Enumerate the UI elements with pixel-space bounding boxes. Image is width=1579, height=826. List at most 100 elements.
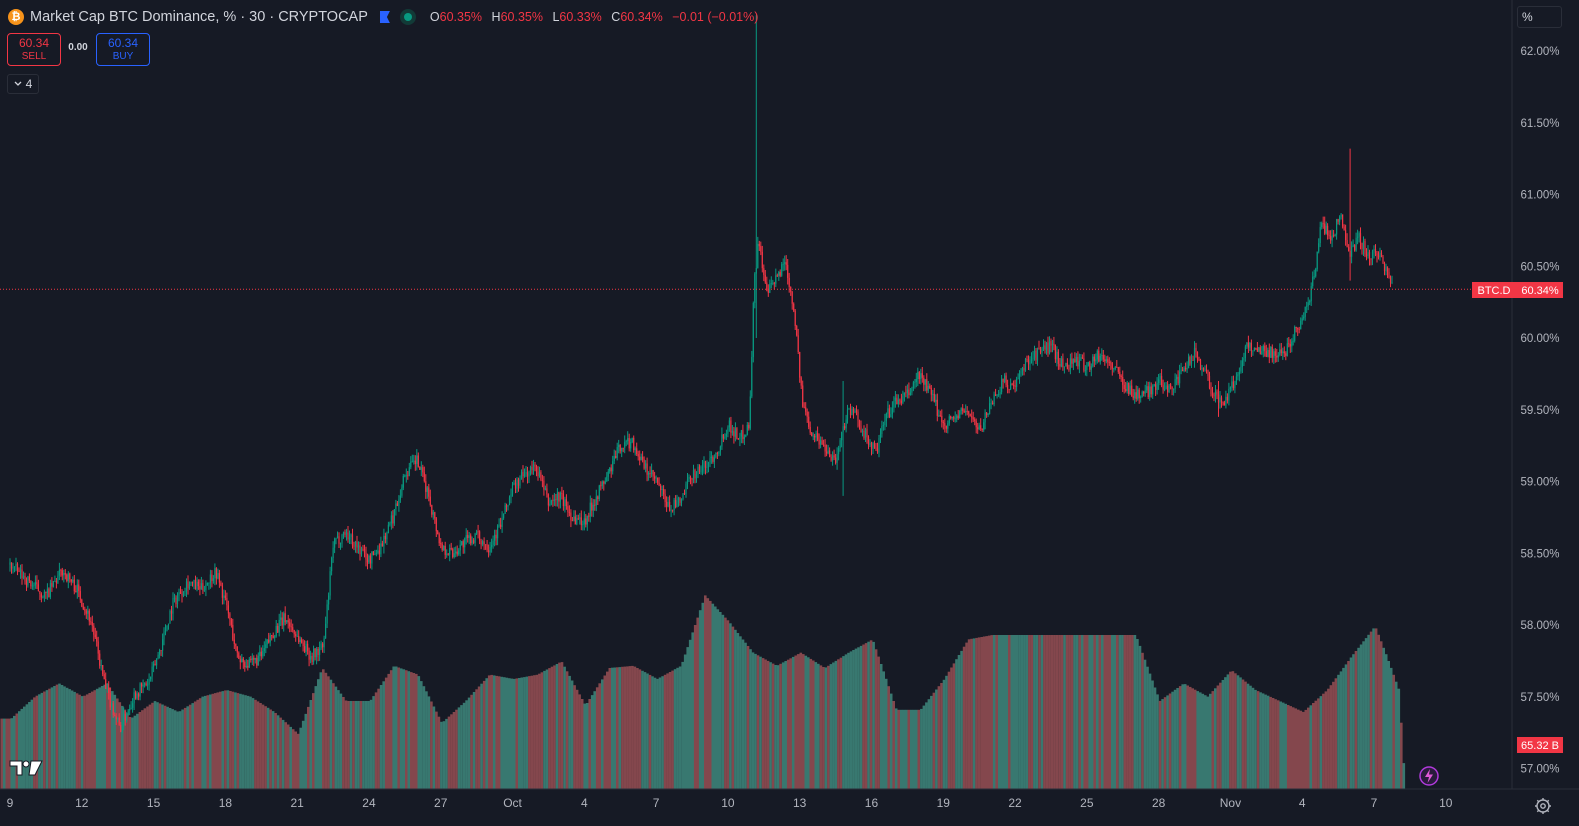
candle-body <box>540 472 542 480</box>
candle-body <box>325 623 327 639</box>
candle-body <box>924 379 926 385</box>
volume-bar <box>882 671 885 789</box>
candle-body <box>329 571 331 596</box>
volume-bar <box>450 714 453 789</box>
candle-body <box>776 275 778 277</box>
volume-bar <box>965 642 968 789</box>
candle-body <box>866 429 868 437</box>
volume-bar <box>1108 635 1112 789</box>
candle-body <box>715 453 717 458</box>
candle-body <box>1270 346 1272 358</box>
volume-bar <box>1188 686 1192 789</box>
candle-body <box>1185 367 1187 370</box>
candle-body <box>108 687 110 693</box>
market-status-icon[interactable] <box>399 9 416 25</box>
volume-bar <box>397 667 400 789</box>
candle-body <box>377 550 379 553</box>
candle-body <box>651 470 653 475</box>
volume-bar <box>520 677 524 789</box>
candle-body <box>1276 355 1278 358</box>
volume-bar <box>1302 711 1305 789</box>
flag-icon[interactable] <box>379 11 390 23</box>
gear-icon[interactable] <box>1532 795 1554 817</box>
candle-body <box>1380 252 1383 258</box>
candle-body <box>933 393 935 402</box>
volume-bar <box>126 713 129 789</box>
sell-button[interactable]: 60.34 SELL <box>7 33 61 66</box>
candle-body <box>102 665 104 675</box>
candle-body <box>577 518 579 520</box>
candle-body <box>689 477 692 479</box>
candle-body <box>564 499 566 506</box>
candle-body <box>250 658 252 660</box>
indicators-collapse-button[interactable]: 4 <box>7 74 39 94</box>
candle-body <box>1048 341 1051 354</box>
volume-bar <box>631 665 634 789</box>
candle-body <box>1283 351 1285 354</box>
price-axis[interactable]: 62.00%61.50%61.00%60.50%60.00%59.50%59.0… <box>1511 0 1560 789</box>
candle-body <box>712 456 714 462</box>
candle-body <box>1304 306 1306 317</box>
time-axis[interactable]: 9 12 15 18 21 24 27 Oct 4 7 10 13 16 19 22 25 28 Nov 4 7 10 <box>0 788 1579 810</box>
volume-bar <box>1025 635 1029 789</box>
volume-bar <box>354 701 358 789</box>
candle-body <box>1173 389 1175 390</box>
candle-body <box>353 545 355 547</box>
candle-body <box>162 639 164 651</box>
volume-bar <box>849 651 853 789</box>
volume-bar <box>264 706 267 789</box>
ohlc-value: 60.33% <box>559 10 602 24</box>
volume-bar <box>163 705 167 789</box>
candle-body <box>788 277 790 287</box>
candle-body <box>256 657 258 666</box>
volume-bar <box>307 706 310 789</box>
volume-bar <box>1161 699 1164 789</box>
candle-body <box>351 534 354 546</box>
candle-body <box>1196 352 1199 360</box>
symbol-title[interactable]: Market Cap BTC Dominance, % · 30 · CRYPT… <box>30 9 368 25</box>
volume-bar <box>912 709 916 789</box>
candle-body <box>694 470 696 479</box>
candle-body <box>902 395 904 403</box>
candle-body <box>1098 350 1100 362</box>
candle-body <box>1285 353 1287 356</box>
volume-bar <box>224 690 227 789</box>
candle-body <box>1249 343 1251 348</box>
volume-bar <box>814 662 818 789</box>
candle-body <box>778 272 780 276</box>
candle-body <box>1237 374 1239 377</box>
volume-bar <box>490 674 493 789</box>
candle-body <box>915 379 917 382</box>
buy-button[interactable]: 60.34 BUY <box>96 33 150 66</box>
scale-mode-button[interactable]: % <box>1517 6 1562 28</box>
candle-body <box>495 534 497 539</box>
volume-bar <box>85 694 89 789</box>
candle-body <box>1286 343 1288 356</box>
candle-body <box>34 582 36 586</box>
candle-body <box>1174 379 1176 389</box>
candle-body <box>461 541 463 545</box>
candle-body <box>923 377 925 385</box>
tradingview-logo-icon[interactable] <box>9 759 43 777</box>
candle-body <box>51 583 53 587</box>
lightning-icon[interactable] <box>1419 766 1439 786</box>
candle-body <box>1300 320 1302 330</box>
candle-body <box>175 597 177 605</box>
candle-body <box>878 438 880 453</box>
volume-bar <box>384 677 388 789</box>
volume-bar <box>799 652 803 789</box>
volume-bar <box>13 715 16 790</box>
candle-body <box>302 642 304 647</box>
candle-body <box>10 562 13 569</box>
candle-body <box>12 567 14 569</box>
volume-bar <box>558 662 561 789</box>
volume-bar <box>392 666 395 789</box>
volume-bar <box>698 610 702 789</box>
candle-body <box>176 596 179 605</box>
candle-body <box>864 429 867 438</box>
candle-body <box>1032 357 1034 360</box>
volume-bar <box>1040 635 1044 789</box>
candle-body <box>27 576 29 586</box>
candle-body <box>1316 251 1318 270</box>
